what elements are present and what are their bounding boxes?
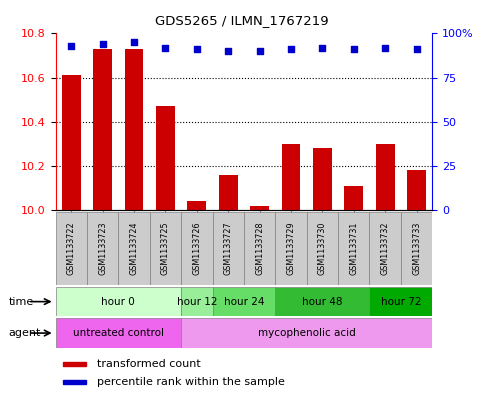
Bar [338, 212, 369, 285]
Bar [250, 206, 269, 210]
Bar [56, 212, 87, 285]
Point [382, 44, 389, 51]
Bar [369, 287, 432, 316]
Text: hour 0: hour 0 [101, 297, 135, 307]
Bar [118, 212, 150, 285]
Bar [282, 144, 300, 210]
Bar [401, 212, 432, 285]
Text: GSM1133731: GSM1133731 [349, 222, 358, 275]
Bar [307, 212, 338, 285]
Point [130, 39, 138, 45]
Text: GSM1133729: GSM1133729 [286, 222, 296, 275]
Text: hour 12: hour 12 [177, 297, 217, 307]
Bar [93, 49, 112, 210]
Point [161, 44, 170, 51]
Bar [275, 212, 307, 285]
Bar [181, 287, 213, 316]
Text: percentile rank within the sample: percentile rank within the sample [97, 377, 285, 387]
Bar [213, 212, 244, 285]
Point [412, 46, 420, 52]
Bar [156, 107, 175, 210]
Text: GSM1133732: GSM1133732 [381, 222, 390, 275]
Bar [313, 149, 332, 210]
Bar [87, 212, 118, 285]
Bar [56, 318, 181, 348]
Text: GSM1133724: GSM1133724 [129, 222, 139, 275]
Text: GSM1133733: GSM1133733 [412, 222, 421, 275]
Point [193, 46, 201, 52]
Text: hour 24: hour 24 [224, 297, 264, 307]
Text: GSM1133725: GSM1133725 [161, 222, 170, 275]
Bar [181, 212, 213, 285]
Point [350, 46, 357, 52]
Bar [181, 318, 432, 348]
Text: mycophenolic acid: mycophenolic acid [258, 328, 355, 338]
Point [287, 46, 295, 52]
Text: GSM1133722: GSM1133722 [67, 222, 76, 275]
Text: transformed count: transformed count [97, 359, 201, 369]
Text: hour 48: hour 48 [302, 297, 342, 307]
Bar [187, 202, 206, 210]
Text: GSM1133728: GSM1133728 [255, 222, 264, 275]
Bar [219, 175, 238, 210]
Text: agent: agent [9, 328, 41, 338]
Bar [275, 287, 369, 316]
Text: GDS5265 / ILMN_1767219: GDS5265 / ILMN_1767219 [155, 14, 328, 27]
Text: GSM1133727: GSM1133727 [224, 222, 233, 275]
Bar [125, 49, 143, 210]
Bar [344, 186, 363, 210]
Point [256, 48, 264, 54]
Point [68, 42, 75, 49]
Bar [213, 287, 275, 316]
Bar [63, 380, 85, 384]
Bar [56, 287, 181, 316]
Bar [407, 171, 426, 210]
Point [224, 48, 232, 54]
Bar [369, 212, 401, 285]
Bar [244, 212, 275, 285]
Text: GSM1133730: GSM1133730 [318, 222, 327, 275]
Bar [150, 212, 181, 285]
Bar [62, 75, 81, 210]
Bar [376, 144, 395, 210]
Text: untreated control: untreated control [73, 328, 164, 338]
Text: hour 72: hour 72 [381, 297, 421, 307]
Text: GSM1133726: GSM1133726 [192, 222, 201, 275]
Point [319, 44, 327, 51]
Text: time: time [9, 297, 34, 307]
Text: GSM1133723: GSM1133723 [98, 222, 107, 275]
Bar [63, 362, 85, 366]
Point [99, 41, 107, 47]
